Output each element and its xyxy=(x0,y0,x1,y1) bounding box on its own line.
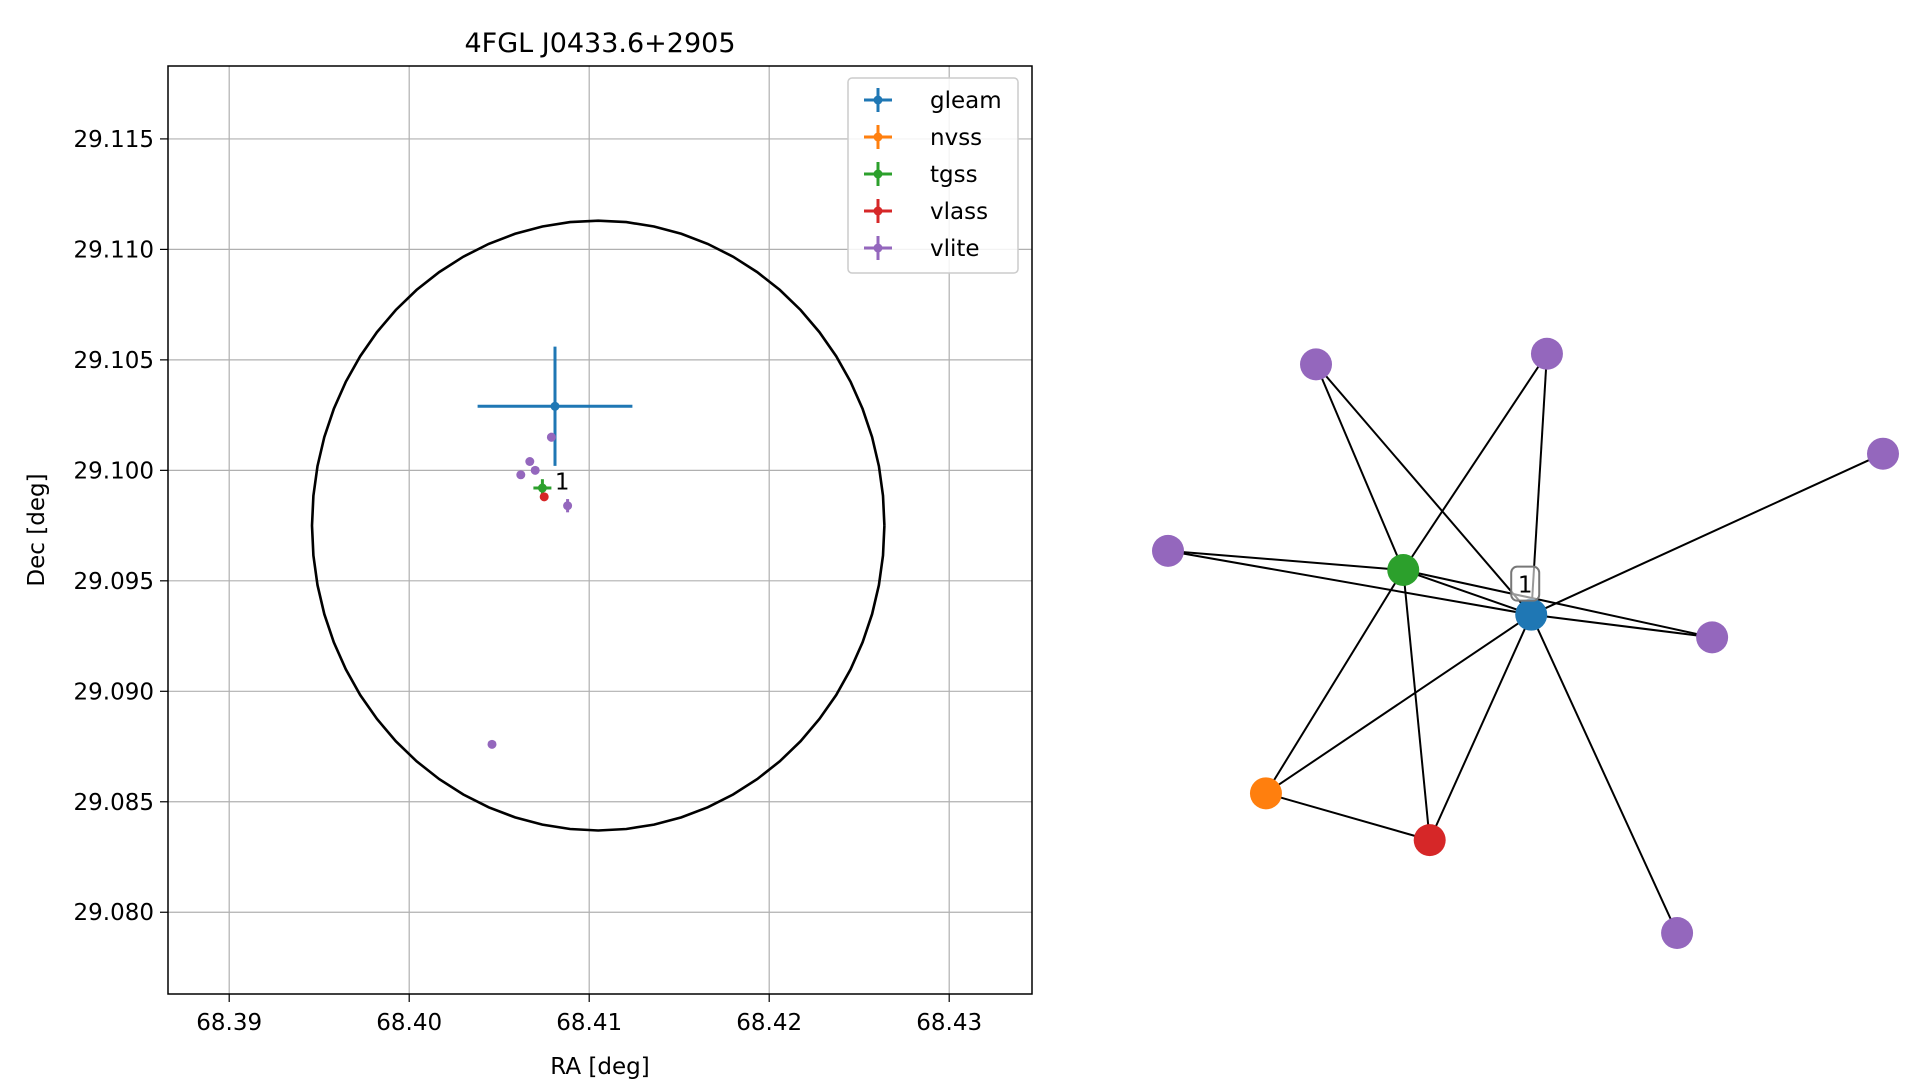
point-vlite xyxy=(487,739,497,749)
network-edge xyxy=(1265,569,1405,794)
y-tick-label: 29.110 xyxy=(74,237,154,263)
network-node-gleam xyxy=(1515,598,1548,631)
network-edge xyxy=(1530,614,1678,934)
legend-item-vlite: vlite xyxy=(864,236,980,262)
legend-label: tgss xyxy=(930,162,978,188)
network-edge xyxy=(1402,569,1431,841)
network-edge xyxy=(1428,614,1533,841)
network-edge xyxy=(1403,569,1713,639)
search-circle-outline xyxy=(310,219,886,832)
legend-box xyxy=(847,77,1019,274)
network-edge xyxy=(1167,549,1532,616)
chart-title: 4FGL J0433.6+2905 xyxy=(464,28,735,59)
y-tick-label: 29.090 xyxy=(74,679,154,705)
y-tick-label: 29.115 xyxy=(74,127,154,153)
x-tick-label: 68.42 xyxy=(736,1010,802,1036)
network-edge xyxy=(1402,353,1548,571)
node-label-box xyxy=(1510,565,1541,602)
network-node-vlite2 xyxy=(1300,348,1333,381)
search-circle xyxy=(310,219,886,832)
legend-label: vlite xyxy=(930,236,980,262)
y-tick-label: 29.100 xyxy=(74,458,154,484)
point-vlite xyxy=(563,499,573,513)
point-vlite xyxy=(530,465,540,475)
y-axis-label: Dec [deg] xyxy=(24,473,50,586)
x-tick-label: 68.40 xyxy=(376,1010,442,1036)
network-node-vlite1 xyxy=(1152,534,1184,567)
plot-frame xyxy=(167,65,1033,995)
network-edge xyxy=(1530,452,1884,616)
y-tick-label: 29.095 xyxy=(74,569,154,595)
legend-label: gleam xyxy=(930,88,1002,114)
network-edge xyxy=(1167,549,1404,571)
legend-item-vlass: vlass xyxy=(864,199,988,225)
point-gleam xyxy=(477,346,633,466)
legend-item-tgss: tgss xyxy=(864,162,978,188)
network-edges xyxy=(1167,353,1884,934)
network-node-vlite6 xyxy=(1661,917,1694,949)
point-vlite xyxy=(516,470,526,480)
network-edge xyxy=(1315,363,1532,616)
network-node-nvss xyxy=(1249,777,1282,810)
point-vlite xyxy=(546,432,556,442)
point-annotation: 1 xyxy=(555,469,570,495)
y-tick-label: 29.080 xyxy=(74,900,154,926)
point-vlite xyxy=(525,457,535,467)
scatter-panel: 1 68.39 68.40 68.41 68.42 68.43 29.080 29.085 2… xyxy=(24,28,1033,1080)
network-node-vlite3 xyxy=(1530,337,1563,370)
network-node-label: 1 xyxy=(1510,565,1541,602)
legend-label: nvss xyxy=(930,125,982,151)
network-node-vlite5 xyxy=(1696,621,1729,654)
legend-item-gleam: gleam xyxy=(864,88,1002,114)
network-edge xyxy=(1265,792,1430,842)
legend: gleam nvss tgss vlass vlite xyxy=(847,77,1019,274)
network-node-tgss xyxy=(1387,553,1420,586)
legend-item-nvss: nvss xyxy=(864,125,982,151)
network-edge xyxy=(1402,569,1532,616)
network-edge xyxy=(1531,613,1713,639)
y-tick-label: 29.105 xyxy=(74,348,154,374)
node-label-text: 1 xyxy=(1518,573,1533,599)
data-points: 1 xyxy=(477,346,633,749)
x-tick-label: 68.41 xyxy=(556,1010,622,1036)
x-tick-label: 68.43 xyxy=(916,1010,982,1036)
x-axis-label: RA [deg] xyxy=(550,1054,649,1080)
y-tick-label: 29.085 xyxy=(74,790,154,816)
network-nodes xyxy=(1152,337,1899,949)
network-node-vlite4 xyxy=(1867,437,1899,470)
network-edge xyxy=(1265,613,1532,795)
point-vlass xyxy=(539,492,549,502)
network-edge xyxy=(1315,363,1405,571)
legend-label: vlass xyxy=(930,199,988,225)
x-tick-label: 68.39 xyxy=(196,1010,262,1036)
axis-ticks: 68.39 68.40 68.41 68.42 68.43 29.080 29.085 29.… xyxy=(74,127,983,1036)
network-node-vlass xyxy=(1413,824,1446,857)
network-graph: 1 xyxy=(1152,337,1899,949)
